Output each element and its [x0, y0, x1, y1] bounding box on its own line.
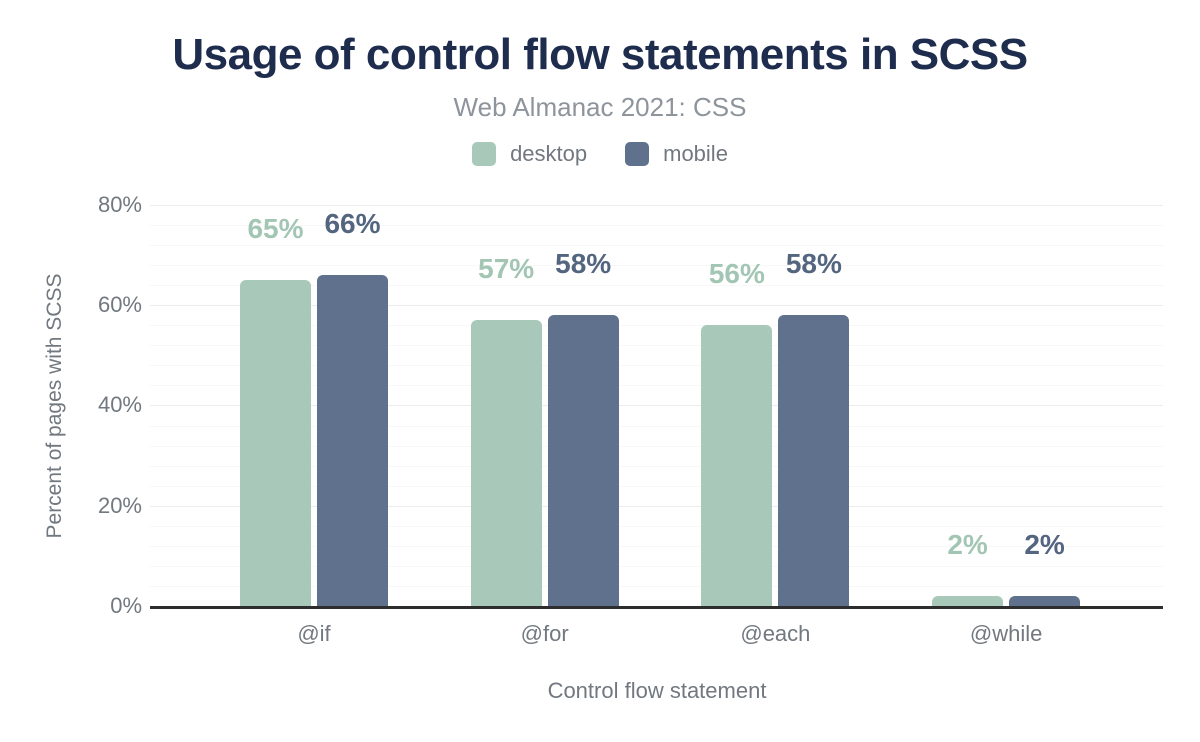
grid-line-minor — [150, 385, 1163, 386]
grid-line-minor — [150, 546, 1163, 547]
bar-value-label-desktop: 65% — [247, 213, 304, 244]
legend-item-desktop: desktop — [472, 141, 587, 167]
grid-line-minor — [150, 265, 1163, 266]
chart-title: Usage of control flow statements in SCSS — [172, 30, 1028, 79]
legend-label-desktop: desktop — [510, 141, 588, 166]
x-tick-label: @if — [297, 621, 331, 646]
bar-value-label-mobile: 66% — [324, 208, 381, 239]
grid-line-minor — [150, 245, 1163, 246]
grid-line-major — [150, 305, 1163, 306]
chart-subtitle: Web Almanac 2021: CSS — [453, 92, 747, 122]
grid-line-minor — [150, 446, 1163, 447]
bar-value-label-mobile: 58% — [555, 248, 612, 279]
grid-line-major — [150, 506, 1163, 507]
grid-line-minor — [150, 526, 1163, 527]
bar-value-label-mobile: 2% — [1024, 529, 1065, 560]
x-tick-label: @for — [520, 621, 569, 646]
legend-swatch-desktop — [472, 142, 497, 166]
y-axis-title: Percent of pages with SCSS — [43, 273, 66, 539]
bar-value-label-mobile: 58% — [785, 248, 842, 279]
grid-line-minor — [150, 586, 1163, 587]
legend: desktop mobile — [0, 141, 1200, 167]
y-tick-label: 80% — [97, 192, 142, 217]
x-axis-title: Control flow statement — [547, 678, 767, 703]
grid-line-major — [150, 405, 1163, 406]
x-tick-label: @while — [969, 621, 1043, 646]
grid-line-minor — [150, 225, 1163, 226]
y-tick-label: 20% — [97, 493, 142, 518]
bar-desktop — [240, 280, 311, 606]
y-tick-label: 0% — [110, 593, 142, 618]
grid-line-minor — [150, 426, 1163, 427]
bar-value-label-desktop: 2% — [947, 529, 988, 560]
bar-mobile — [778, 315, 850, 606]
x-tick-label: @each — [740, 621, 811, 646]
bar-mobile — [317, 275, 388, 606]
grid-line-minor — [150, 345, 1163, 346]
bar-value-label-desktop: 57% — [478, 253, 535, 284]
grid-line-minor — [150, 486, 1163, 487]
grid-line-minor — [150, 566, 1163, 567]
grid-line-minor — [150, 365, 1163, 366]
legend-item-mobile: mobile — [625, 141, 728, 167]
legend-label-mobile: mobile — [663, 141, 728, 166]
grid-line-minor — [150, 325, 1163, 326]
legend-swatch-mobile — [625, 142, 650, 166]
grid-line-major — [150, 205, 1163, 206]
bar-mobile — [547, 315, 619, 606]
bar-value-label-desktop: 56% — [708, 258, 765, 289]
bar-desktop — [932, 596, 1004, 606]
bar-desktop — [701, 325, 773, 606]
y-tick-label: 60% — [97, 292, 142, 317]
x-axis-line — [150, 606, 1163, 609]
bar-mobile — [1009, 596, 1081, 606]
grid-line-minor — [150, 466, 1163, 467]
grid-line-minor — [150, 285, 1163, 286]
y-tick-label: 40% — [97, 392, 142, 417]
bar-desktop — [470, 320, 542, 606]
